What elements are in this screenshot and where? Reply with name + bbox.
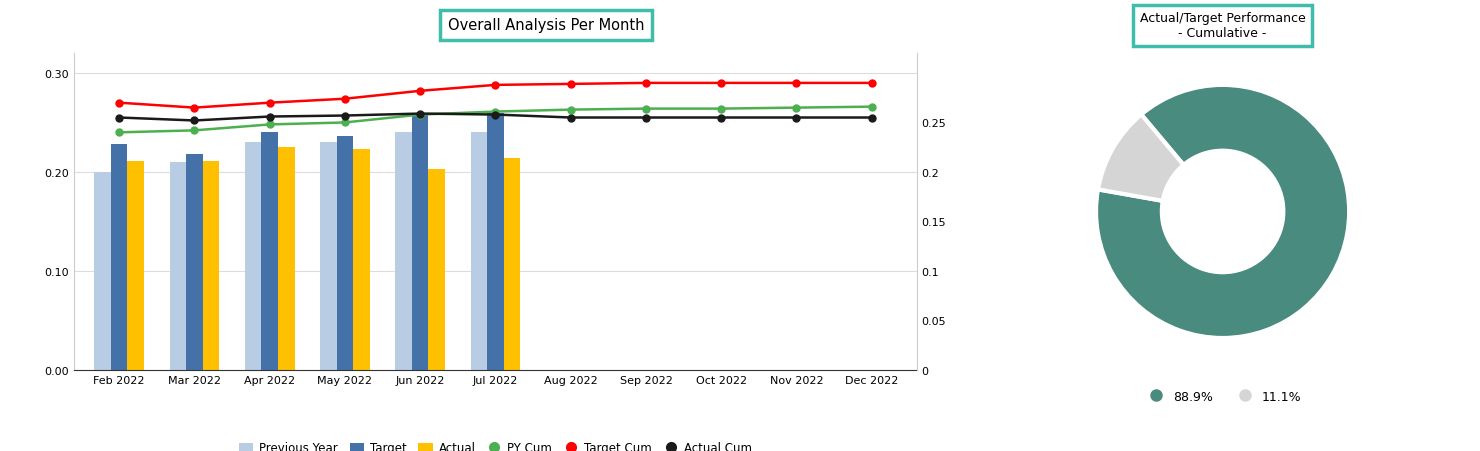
Bar bbox=[429, 170, 445, 370]
Bar bbox=[278, 148, 295, 370]
Text: Overall Analysis Per Month: Overall Analysis Per Month bbox=[448, 18, 644, 33]
Legend: Previous Year, Target, Actual, PY Cum, Target Cum, Actual Cum: Previous Year, Target, Actual, PY Cum, T… bbox=[234, 436, 756, 451]
Bar bbox=[471, 133, 487, 370]
Wedge shape bbox=[1097, 86, 1350, 338]
Bar bbox=[503, 159, 521, 370]
Bar bbox=[95, 172, 111, 370]
Bar bbox=[336, 137, 354, 370]
Bar bbox=[186, 155, 203, 370]
Bar bbox=[487, 113, 503, 370]
Bar bbox=[354, 150, 370, 370]
Title: Actual/Target Performance
- Cumulative -: Actual/Target Performance - Cumulative - bbox=[1140, 12, 1305, 40]
Bar bbox=[127, 161, 144, 370]
Bar bbox=[111, 145, 127, 370]
Bar bbox=[203, 161, 219, 370]
Bar bbox=[320, 143, 336, 370]
Bar bbox=[170, 163, 186, 370]
Wedge shape bbox=[1098, 115, 1184, 202]
Legend: 88.9%, 11.1%: 88.9%, 11.1% bbox=[1138, 385, 1307, 408]
Bar bbox=[244, 143, 262, 370]
Bar bbox=[395, 133, 411, 370]
Bar bbox=[262, 133, 278, 370]
Bar bbox=[411, 113, 429, 370]
